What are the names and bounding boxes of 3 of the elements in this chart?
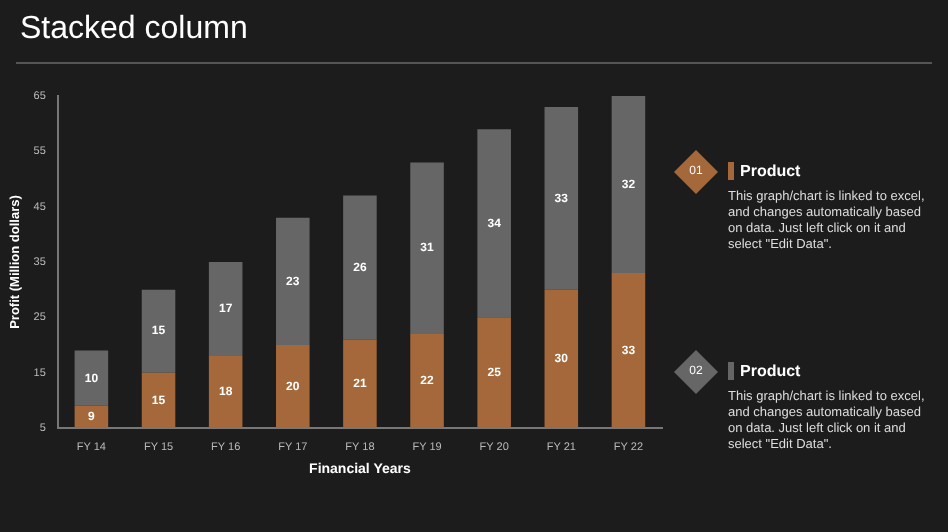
legend-label: Product (728, 162, 801, 180)
legend-label: Product (728, 362, 801, 380)
chart-title: Stacked column (20, 12, 248, 48)
